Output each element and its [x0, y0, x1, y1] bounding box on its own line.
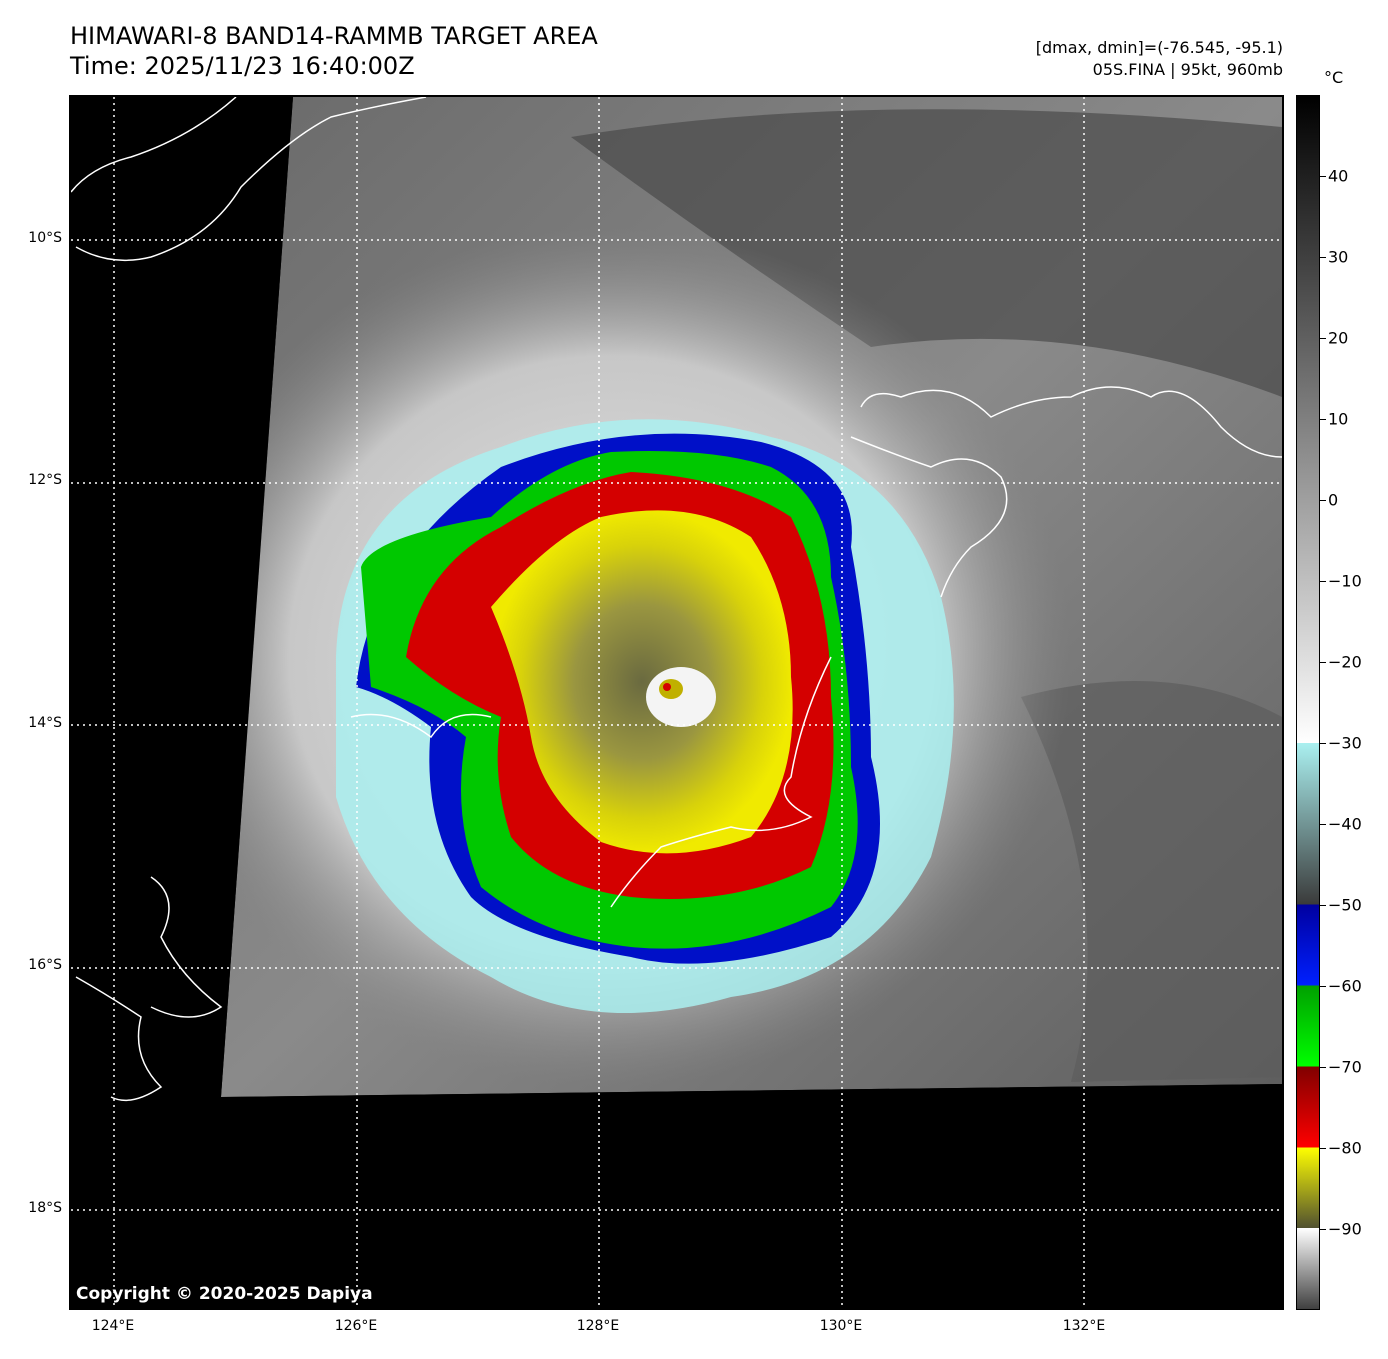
- no-data-left: [71, 97, 293, 1097]
- colorbar-tick-label: 0: [1328, 490, 1339, 510]
- colorbar-tick: [1320, 986, 1326, 987]
- colorbar-tick-label: −30: [1328, 733, 1362, 753]
- lat-label-14s: 14°S: [28, 715, 62, 731]
- yellow-band: [491, 510, 793, 854]
- colorbar-tick-label: −10: [1328, 571, 1362, 591]
- colorbar-tick: [1320, 1229, 1326, 1230]
- colorbar-tick-label: 30: [1328, 247, 1349, 267]
- colorbar-tick: [1320, 824, 1326, 825]
- colorbar-tick: [1320, 338, 1326, 339]
- colorbar-tick: [1320, 581, 1326, 582]
- colorbar-tick-label: −60: [1328, 976, 1362, 996]
- colorbar-tick: [1320, 905, 1326, 906]
- title-line-2-time: Time: 2025/11/23 16:40:00Z: [70, 52, 415, 80]
- coastlines: [71, 97, 1282, 1102]
- colorbar-unit: °C: [1324, 68, 1344, 87]
- copyright-notice: Copyright © 2020-2025 Dapiya: [76, 1284, 373, 1304]
- eye-region: [646, 667, 716, 727]
- colorbar-tick-label: −20: [1328, 652, 1362, 672]
- colorbar-tick: [1320, 662, 1326, 663]
- satellite-map: [69, 95, 1284, 1310]
- lon-label-132e: 132°E: [1062, 1318, 1106, 1334]
- eye-center: [659, 679, 683, 699]
- colorbar-tick-label: −40: [1328, 814, 1362, 834]
- colorbar-tick: [1320, 1148, 1326, 1149]
- colorbar-tick-label: −50: [1328, 895, 1362, 915]
- colorbar-tick-label: −70: [1328, 1057, 1362, 1077]
- colorbar-tick: [1320, 743, 1326, 744]
- eye-red-dot: [663, 683, 671, 691]
- colorbar-tick-label: −80: [1328, 1138, 1362, 1158]
- no-data-bottom: [71, 1084, 1282, 1308]
- lat-label-16s: 16°S: [28, 957, 62, 973]
- lon-label-126e: 126°E: [334, 1318, 378, 1334]
- lat-label-10s: 10°S: [28, 230, 62, 246]
- colorbar-tick-label: 40: [1328, 166, 1349, 186]
- colorbar-tick: [1320, 257, 1326, 258]
- colorbar-tick-label: −90: [1328, 1219, 1362, 1239]
- storm-info: 05S.FINA | 95kt, 960mb: [1092, 60, 1283, 79]
- satellite-imagery: [71, 97, 1282, 1308]
- lon-label-124e: 124°E: [91, 1318, 135, 1334]
- colorbar-tick: [1320, 419, 1326, 420]
- lat-label-12s: 12°S: [28, 472, 62, 488]
- colorbar-tick: [1320, 176, 1326, 177]
- dark-lower-right: [1021, 681, 1282, 1082]
- colorbar-tick-label: 20: [1328, 328, 1349, 348]
- lon-label-128e: 128°E: [576, 1318, 620, 1334]
- graticule: [71, 97, 1282, 1308]
- title-line-1: HIMAWARI-8 BAND14-RAMMB TARGET AREA: [70, 22, 598, 50]
- colorbar-tick: [1320, 500, 1326, 501]
- dark-cloud-band: [571, 109, 1282, 397]
- colorbar-tick-label: 10: [1328, 409, 1349, 429]
- lat-label-18s: 18°S: [28, 1200, 62, 1216]
- colorbar-tick: [1320, 1067, 1326, 1068]
- temperature-colorbar: [1296, 95, 1320, 1310]
- lon-label-130e: 130°E: [819, 1318, 863, 1334]
- dmax-dmin-readout: [dmax, dmin]=(-76.545, -95.1): [1035, 38, 1283, 57]
